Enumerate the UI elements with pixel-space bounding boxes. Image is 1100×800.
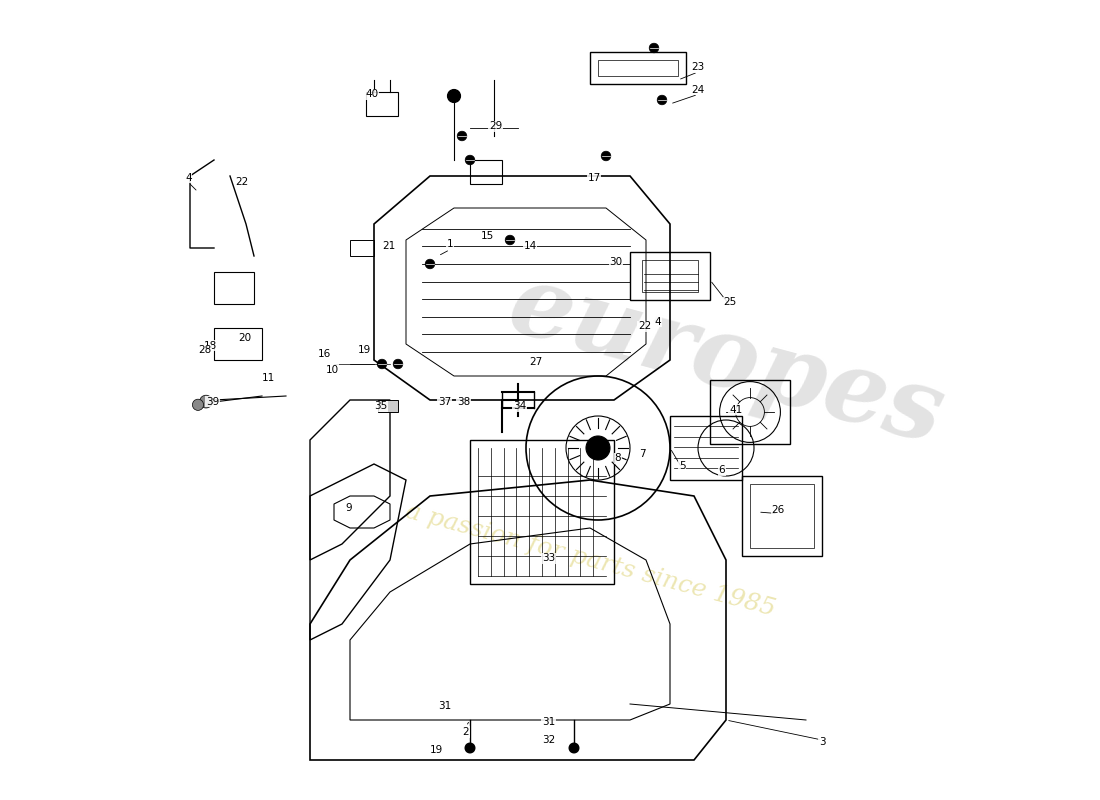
- Bar: [598, 60, 678, 76]
- Text: 7: 7: [639, 449, 646, 458]
- Circle shape: [393, 359, 403, 369]
- Text: 16: 16: [318, 349, 331, 358]
- Circle shape: [505, 235, 515, 245]
- Text: 31: 31: [438, 701, 451, 710]
- Circle shape: [448, 90, 461, 102]
- Circle shape: [458, 131, 466, 141]
- Text: 34: 34: [513, 402, 526, 411]
- Circle shape: [657, 95, 667, 105]
- Circle shape: [602, 151, 610, 161]
- Text: 22: 22: [638, 322, 651, 331]
- Bar: [630, 252, 710, 300]
- Text: 15: 15: [481, 231, 494, 241]
- Circle shape: [192, 399, 204, 410]
- Text: 38: 38: [456, 397, 470, 406]
- Circle shape: [569, 743, 579, 753]
- Bar: [470, 440, 614, 584]
- Text: 39: 39: [206, 397, 219, 406]
- Text: 19: 19: [430, 746, 443, 755]
- Text: 22: 22: [235, 178, 249, 187]
- Bar: [214, 328, 262, 360]
- Text: 20: 20: [238, 333, 251, 342]
- Bar: [350, 240, 374, 256]
- Text: 6: 6: [718, 466, 725, 475]
- Text: 35: 35: [374, 402, 387, 411]
- Text: 4: 4: [185, 173, 191, 182]
- Text: 32: 32: [542, 735, 556, 745]
- Text: 31: 31: [542, 717, 556, 726]
- Bar: [670, 416, 742, 480]
- Bar: [642, 260, 698, 292]
- Circle shape: [586, 436, 611, 460]
- Text: 28: 28: [198, 346, 211, 355]
- Bar: [214, 272, 254, 304]
- Text: 24: 24: [692, 85, 705, 94]
- Text: 37: 37: [438, 397, 451, 406]
- Bar: [590, 52, 686, 84]
- Text: 11: 11: [262, 373, 275, 382]
- Text: 10: 10: [326, 365, 339, 374]
- Text: 29: 29: [490, 122, 503, 131]
- Text: 1: 1: [447, 239, 453, 249]
- Bar: [710, 380, 790, 444]
- Text: 21: 21: [382, 242, 395, 251]
- Text: 17: 17: [587, 173, 601, 182]
- Text: 27: 27: [529, 357, 542, 366]
- Text: 41: 41: [729, 405, 743, 414]
- Circle shape: [649, 43, 659, 53]
- Text: 2: 2: [463, 727, 470, 737]
- Bar: [742, 476, 822, 556]
- Text: 9: 9: [345, 503, 352, 513]
- Circle shape: [465, 743, 475, 753]
- Text: 5: 5: [679, 461, 685, 470]
- Text: 8: 8: [615, 454, 622, 463]
- Text: europes: europes: [498, 256, 954, 464]
- Circle shape: [426, 259, 434, 269]
- Text: 25: 25: [724, 298, 737, 307]
- Text: 23: 23: [692, 62, 705, 72]
- Bar: [378, 400, 398, 412]
- Text: 3: 3: [818, 738, 825, 747]
- Bar: [366, 92, 398, 116]
- Text: 33: 33: [542, 554, 556, 563]
- Text: a passion for parts since 1985: a passion for parts since 1985: [403, 499, 778, 621]
- Circle shape: [199, 395, 212, 408]
- Text: 18: 18: [204, 341, 217, 350]
- Circle shape: [465, 155, 475, 165]
- Text: 14: 14: [524, 242, 537, 251]
- Bar: [750, 484, 814, 548]
- Circle shape: [377, 359, 387, 369]
- Text: 4: 4: [654, 317, 661, 326]
- Text: 19: 19: [358, 346, 371, 355]
- Text: 30: 30: [609, 258, 623, 267]
- Text: 26: 26: [771, 506, 784, 515]
- Text: 40: 40: [366, 90, 379, 99]
